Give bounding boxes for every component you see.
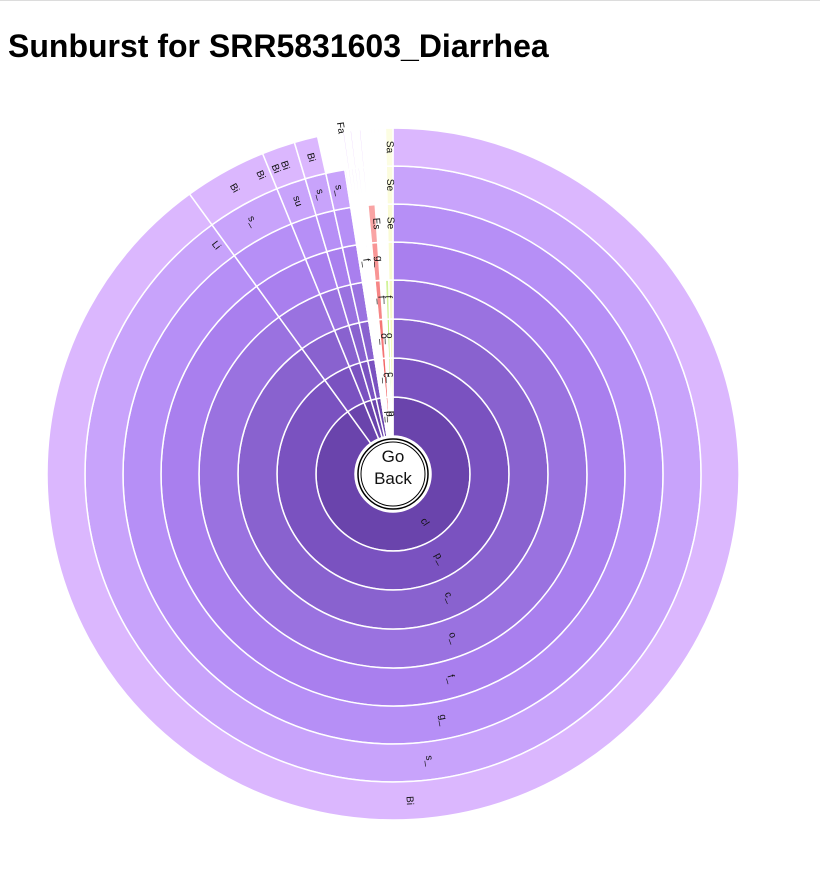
sunburst-red-sliver-5-ring-7[interactable] [377,127,382,168]
sunburst-label-2-6: su [290,195,304,209]
sunburst-arcs[interactable] [46,127,740,821]
sunburst-label-6-5: Es [370,217,382,229]
sunburst-label-2-7: Bi [278,160,291,172]
sunburst-label-7-0: p_ [386,411,397,423]
sunburst-segment-8-ring-7[interactable] [384,127,394,167]
sunburst-label-8-7: Sa [384,141,395,154]
sunburst-label-8-5: Se [384,217,395,230]
sunburst-label-0-5: g_ [436,713,449,727]
go-back-line2: Back [374,469,412,488]
sunburst-label-3-7: Bi [304,152,317,163]
sunburst-sliver-8-ring-6[interactable] [357,167,365,207]
sunburst-label-7-3: f_ [383,295,394,304]
go-back-circle[interactable] [357,438,429,510]
sunburst-label-7-1: c_ [385,372,396,383]
go-back-inner-ring [360,441,426,507]
page-title: Sunburst for SRR5831603_Diarrhea [8,28,549,64]
sunburst-label-8-6: Se [384,179,395,192]
sunburst-label-4-6: s_ [332,184,345,197]
sunburst-sliver-2-ring-7[interactable] [341,130,351,171]
sunburst-outer-label-2: Bi [269,163,282,175]
sunburst-sliver-6-ring-7[interactable] [349,129,358,170]
sunburst-label-7-2: o_ [384,333,395,345]
sunburst-label-6-3: f_ [375,295,387,305]
sunburst-label-0-3: o_ [446,631,460,646]
sunburst-outer-label-3: Fa [334,121,347,135]
sunburst-segment-0-ring-7[interactable] [46,127,740,821]
top-border [0,0,820,1]
sunburst-label-0-1: p_ [432,551,447,566]
sunburst-outer-label-1: Bi [253,169,267,182]
sunburst-red-sliver-2-ring-7[interactable] [372,127,378,168]
go-back-line1: Go [382,447,405,466]
sunburst-label-6-1: c_ [381,372,393,384]
sunburst-label-3-6: s_ [313,188,326,201]
sunburst-label-6-2: o_ [378,333,390,345]
go-back-button[interactable]: Go Back [357,438,429,510]
sunburst-label-0-6: s_ [423,755,435,767]
sunburst-sliver-11-ring-7[interactable] [358,128,366,169]
sunburst-label-0-2: c_ [442,590,457,605]
sunburst-label-5-4: f_ [360,258,372,268]
sunburst-segment-8-ring-4[interactable] [387,241,394,281]
sunburst-label-6-4: g_ [373,256,385,268]
sunburst-label-0-4: f_ [445,673,458,684]
sunburst-labels: clp_c_o_f_g_s_Bis_BisuBis_Bis_f_p_c_o_f_… [209,121,460,805]
sunburst-label-0-7: Bi [404,796,415,805]
sunburst-label-6-0: p_ [383,411,395,423]
